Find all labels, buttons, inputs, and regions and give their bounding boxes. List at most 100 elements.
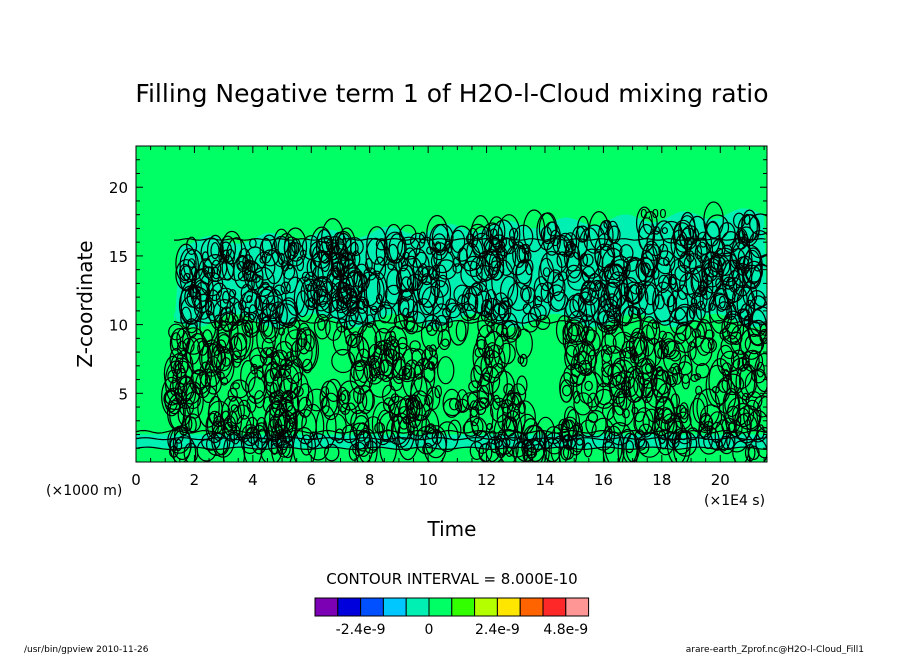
contour-line [136,429,767,434]
contour-line [561,384,572,397]
contour-line [654,396,675,431]
contour-line [331,291,345,312]
contour-line [637,257,655,287]
contour-line [600,282,621,316]
contour-line [673,222,692,247]
contour-line [646,319,661,345]
contour-line [435,259,457,280]
contour-line [547,284,566,312]
contour-line [659,434,668,450]
contour-line [619,349,627,359]
contour-line [276,299,298,325]
contour-line [461,285,479,319]
contour-line [622,432,638,462]
contour-line [628,331,646,358]
contour-line [248,376,266,400]
contour-line [345,291,359,313]
contour-line [402,415,410,425]
contour-line [654,369,672,395]
contour-line [558,434,578,462]
contour-line [240,283,254,304]
contour-line [490,228,498,238]
contour-line [390,393,400,404]
contour-line [306,278,327,305]
contour-line [434,274,452,310]
contour-line [362,416,384,451]
contour-line [572,292,585,312]
colorbar-swatch [405,597,430,617]
contour-line [695,363,710,379]
contour-line [182,327,206,355]
contour-line [297,396,313,418]
contour-line [497,301,508,319]
contour-line [679,272,700,295]
contour-line [342,282,350,293]
contour-interval: CONTOUR INTERVAL = 8.000E-10 [326,570,577,588]
contour-line [332,266,341,279]
contour-line [503,383,515,396]
contour-line [573,422,583,437]
contour-line [674,303,696,325]
contour-line [663,256,670,267]
contour-line [578,287,600,318]
contour-line [522,209,546,253]
contour-line [521,286,536,304]
contour-line [694,319,714,357]
contour-line [337,380,362,411]
contour-line [259,303,281,344]
contour-line [755,426,767,459]
contour-line [270,424,294,462]
contour-line [700,273,714,300]
contour-line [560,444,572,461]
contour-line [642,210,658,235]
contour-line [484,312,498,327]
contour-line [441,338,450,347]
x-tick-label: 12 [477,471,496,489]
contour-line [431,223,454,252]
contour-line [690,297,698,306]
contour-line [220,395,243,442]
contour-line [286,258,294,270]
contour-line [239,311,250,324]
contour-line [285,276,306,316]
contour-line [726,430,748,453]
contour-line [594,243,616,269]
contour-line [310,277,333,305]
contour-line [638,423,653,438]
contour-line [677,284,689,300]
contour-line [387,348,395,359]
y-tick-label: 15 [109,248,128,266]
colorbar-swatch [360,597,384,617]
contour-line [737,308,749,320]
colorbar-tick-label: 4.8e-9 [543,622,588,638]
contour-line [374,327,393,351]
contour-line [161,376,183,417]
contour-line [431,429,442,445]
contour-line [519,353,528,367]
contour-line [506,323,522,340]
contour-line [173,435,197,462]
contour-line [749,213,767,236]
contour-line [627,282,649,316]
contour-line [324,443,340,462]
contour-line [424,344,433,361]
contour-line [515,259,533,290]
contour-line [652,225,660,235]
x-unit-label: (×1E4 s) [704,493,765,509]
contour-line [720,334,741,360]
contour-line [500,275,519,308]
contour-line [494,433,508,459]
contour-line [526,446,538,459]
contour-line [434,385,443,399]
contour-line [637,281,660,315]
contour-line [189,337,212,376]
contour-line [655,250,676,275]
contour-line [606,405,626,437]
contour-line [397,416,415,452]
contour-line [490,397,509,423]
contour-line [725,276,738,301]
contour-line [237,399,251,420]
contour-line [478,397,490,409]
plot-frame [135,145,768,463]
contour-line [639,324,656,357]
